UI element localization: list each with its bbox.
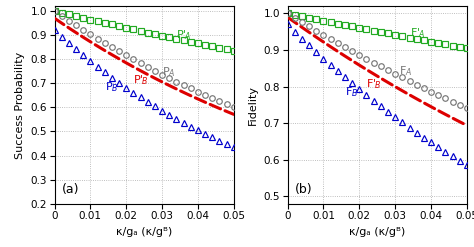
Text: (a): (a) [62, 183, 79, 196]
Text: F$'_{\!B}$: F$'_{\!B}$ [366, 77, 382, 91]
Text: (b): (b) [295, 183, 312, 196]
Y-axis label: Fidelity: Fidelity [248, 85, 258, 125]
Text: F$'_{\!A}$: F$'_{\!A}$ [410, 26, 425, 40]
Text: F$_{A}$: F$_{A}$ [399, 64, 412, 78]
Text: P$'_{\!A}$: P$'_{\!A}$ [176, 28, 192, 42]
X-axis label: κ/gₐ (κ/gᴮ): κ/gₐ (κ/gᴮ) [116, 227, 172, 237]
Text: P$_{B}$: P$_{B}$ [105, 80, 118, 94]
Text: F$_{B}$: F$_{B}$ [345, 85, 358, 99]
Y-axis label: Success Probability: Success Probability [15, 51, 25, 159]
Text: P$_{A}$: P$_{A}$ [162, 65, 176, 79]
Text: P$'_{\!B}$: P$'_{\!B}$ [133, 73, 149, 87]
X-axis label: κ/gₐ (κ/gᴮ): κ/gₐ (κ/gᴮ) [349, 227, 405, 237]
